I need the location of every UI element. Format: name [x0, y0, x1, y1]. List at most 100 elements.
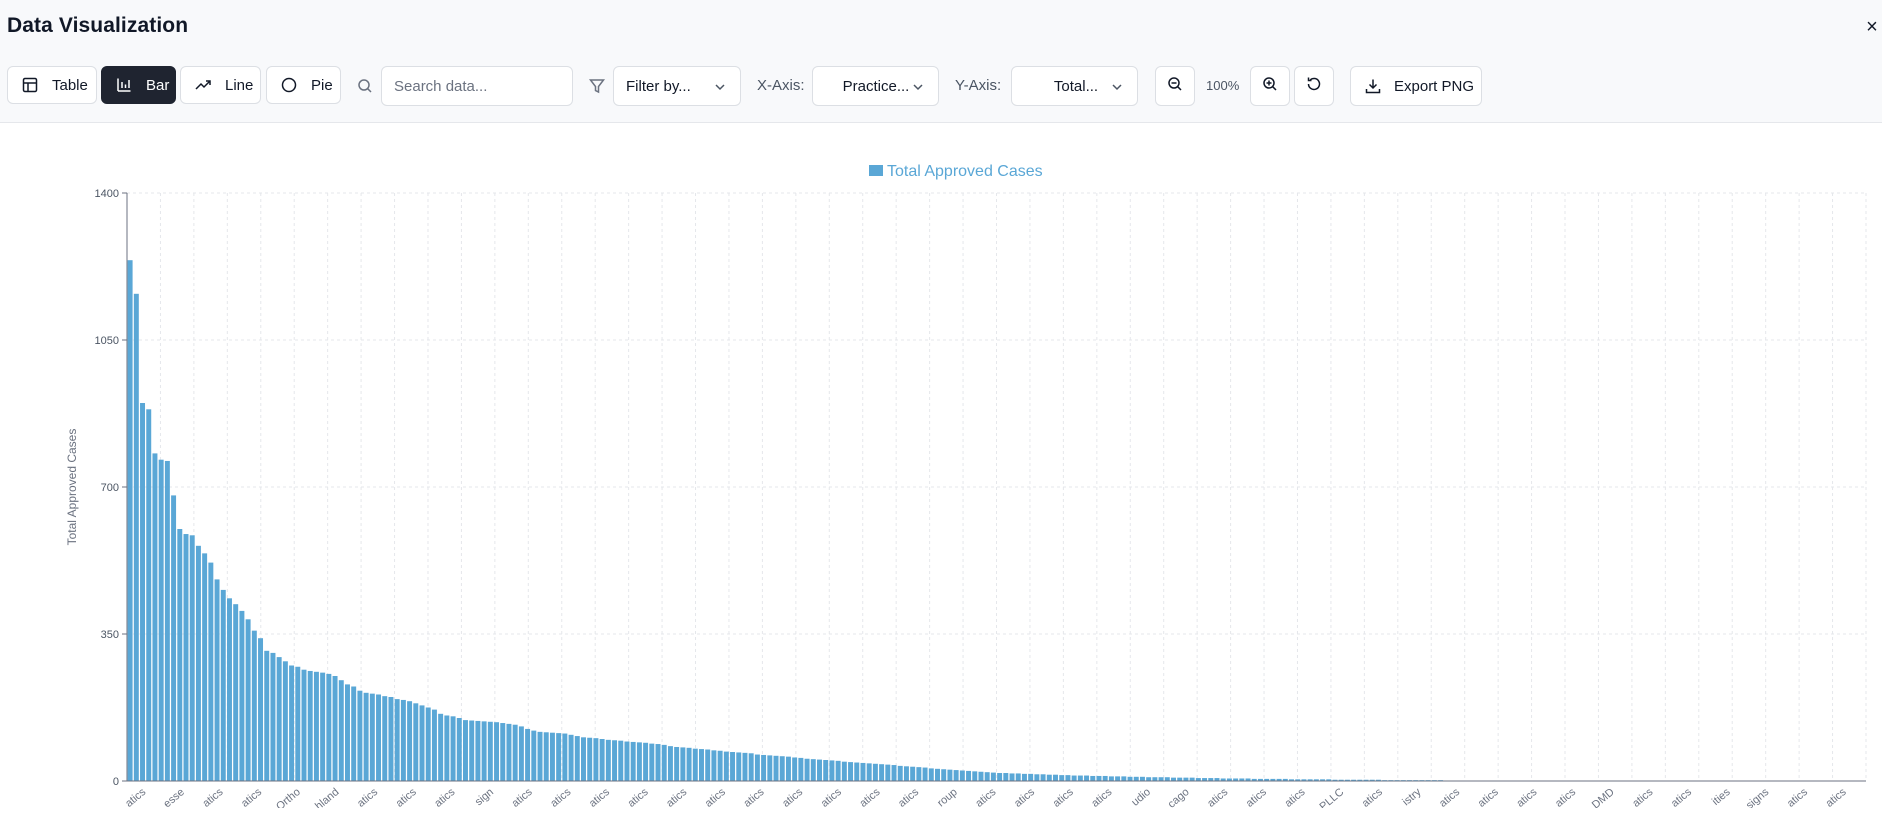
- bar: [910, 767, 915, 781]
- bar: [966, 771, 971, 781]
- chart-bars: [128, 260, 1592, 781]
- bar: [687, 748, 692, 781]
- bar: [854, 763, 859, 781]
- bar: [705, 750, 710, 782]
- bar: [165, 461, 170, 781]
- bar: [562, 734, 567, 781]
- legend-label: Total Approved Cases: [887, 163, 1043, 180]
- bar: [457, 718, 462, 781]
- zoom-in-button[interactable]: [1250, 66, 1290, 106]
- bar: [1078, 776, 1083, 781]
- y-tick-label: 1050: [95, 335, 119, 347]
- filter-select-value: Filter by...: [626, 78, 691, 95]
- bar: [277, 657, 282, 781]
- bar: [432, 710, 437, 781]
- export-png-button[interactable]: Export PNG: [1350, 66, 1482, 106]
- bar: [842, 762, 847, 781]
- y-tick-label: 350: [101, 629, 119, 641]
- chart-legend: Total Approved Cases: [869, 163, 1043, 180]
- x-axis-select[interactable]: Practice...: [812, 66, 939, 106]
- x-tick-label: istry: [1400, 786, 1424, 808]
- bar: [985, 772, 990, 781]
- view-table-button[interactable]: Table: [7, 66, 97, 104]
- bar: [1171, 778, 1176, 781]
- x-tick-label: atics: [1012, 786, 1037, 808]
- x-tick-label: DMD: [1590, 786, 1617, 808]
- x-tick-label: atics: [857, 786, 882, 808]
- window-header: Data Visualization × Table Bar Line: [0, 0, 1882, 123]
- chevron-down-icon: [712, 79, 728, 95]
- bar: [146, 409, 151, 781]
- bar: [1115, 776, 1120, 781]
- chevron-down-icon: [910, 79, 926, 95]
- filter-select[interactable]: Filter by...: [613, 66, 741, 106]
- bar: [624, 742, 629, 781]
- bar: [171, 495, 176, 781]
- bar: [339, 680, 344, 781]
- bar: [407, 701, 412, 781]
- bar: [1165, 777, 1170, 781]
- search-input[interactable]: [381, 66, 573, 106]
- bar: [227, 598, 232, 781]
- bar: [656, 744, 661, 781]
- bar: [792, 757, 797, 781]
- bar: [1010, 773, 1015, 781]
- x-tick-label: atics: [780, 786, 805, 808]
- reset-icon: [1305, 75, 1323, 98]
- bar: [972, 771, 977, 781]
- bar: [314, 672, 319, 781]
- close-button[interactable]: ×: [1862, 14, 1882, 40]
- x-tick-label: roup: [935, 786, 960, 808]
- view-pie-button[interactable]: Pie: [266, 66, 341, 104]
- y-tick-label: 700: [101, 482, 119, 494]
- bar: [469, 721, 474, 781]
- bar: [1190, 778, 1195, 781]
- bar: [960, 771, 965, 782]
- zoom-out-button[interactable]: [1155, 66, 1195, 106]
- bar: [221, 590, 226, 781]
- bar: [208, 563, 213, 781]
- y-axis-select[interactable]: Total...: [1011, 66, 1138, 106]
- bar: [289, 666, 294, 782]
- bar: [345, 684, 350, 781]
- bar: [923, 768, 928, 781]
- x-tick-label: atics: [1437, 786, 1462, 808]
- bar: [649, 744, 654, 781]
- bar: [333, 676, 338, 781]
- bar: [525, 729, 530, 781]
- bar: [506, 724, 511, 781]
- x-tick-label: atics: [626, 786, 651, 808]
- bar: [693, 749, 698, 781]
- bar: [680, 747, 685, 781]
- x-tick-label: sign: [473, 786, 496, 808]
- x-tick-label: ities: [1710, 786, 1733, 808]
- view-line-button[interactable]: Line: [180, 66, 261, 104]
- bar: [668, 746, 673, 781]
- bar: [1059, 775, 1064, 781]
- bar: [631, 742, 636, 781]
- bar: [662, 745, 667, 781]
- bar: [1159, 777, 1164, 781]
- x-tick-label: Ortho: [274, 786, 303, 808]
- bar: [879, 764, 884, 781]
- view-bar-button[interactable]: Bar: [101, 66, 176, 104]
- bar: [420, 705, 425, 781]
- x-tick-label: atics: [239, 786, 264, 808]
- x-tick-label: hland: [313, 786, 341, 808]
- x-tick-label: signs: [1744, 786, 1772, 808]
- bar: [190, 535, 195, 781]
- bar: [1003, 773, 1008, 781]
- bar: [482, 721, 487, 781]
- bar: [1047, 775, 1052, 781]
- bar: [1028, 774, 1033, 781]
- x-tick-label: atics: [1476, 786, 1501, 808]
- bar: [786, 757, 791, 781]
- reset-zoom-button[interactable]: [1294, 66, 1334, 106]
- bar: [128, 260, 133, 781]
- bar: [426, 708, 431, 782]
- bar: [388, 697, 393, 781]
- bar: [941, 769, 946, 781]
- bar: [718, 751, 723, 781]
